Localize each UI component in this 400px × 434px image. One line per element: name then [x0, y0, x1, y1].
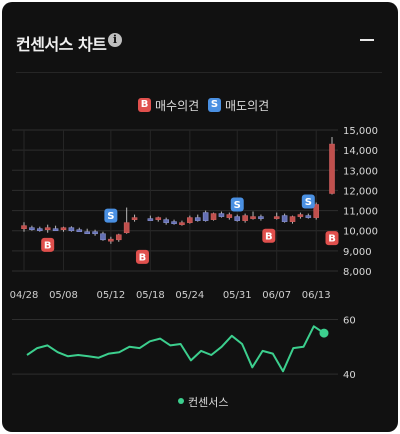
- price-xtick-label: 05/24: [175, 290, 204, 301]
- candle-body: [281, 215, 288, 222]
- legend-sell-label: 매도의견: [225, 99, 270, 113]
- price-xtick-label: 05/08: [49, 290, 78, 301]
- price-ytick-label: 14,000: [343, 146, 378, 157]
- sell-badge-icon: S: [208, 98, 221, 112]
- buy-badge-icon: B: [138, 98, 151, 112]
- candle-body: [123, 222, 130, 234]
- candle-body: [115, 234, 122, 241]
- header-divider: [16, 72, 382, 73]
- candle-body: [234, 216, 241, 221]
- candle-body: [52, 228, 59, 231]
- consensus-last-point: [319, 328, 329, 338]
- candle-body: [76, 229, 83, 233]
- price-ytick-label: 11,000: [343, 207, 378, 218]
- price-ytick-label: 10,000: [343, 227, 378, 238]
- price-candlestick-chart: 8,000 9,000 10,000 11,000 12,000 13,000 14,000…: [10, 126, 378, 301]
- candle-body: [155, 217, 162, 220]
- consensus-dot-icon: [178, 398, 184, 404]
- info-icon[interactable]: i: [108, 33, 122, 47]
- sell-signal-label: S: [305, 197, 312, 208]
- candle-body: [108, 238, 114, 242]
- legend-buy-label: 매수의견: [155, 99, 200, 113]
- buy-signal-label: B: [328, 234, 336, 245]
- card-title: 컨센서스 차트: [16, 35, 107, 54]
- sell-signal-badge: [230, 197, 244, 212]
- candle-body: [36, 228, 43, 231]
- candle-body: [84, 231, 90, 235]
- sell-signal-label: S: [234, 200, 241, 211]
- candle-body: [60, 227, 67, 231]
- price-xtick-label: 06/13: [302, 290, 331, 301]
- candle-body: [305, 215, 312, 218]
- price-xtick-label: 05/31: [223, 290, 252, 301]
- candle-body: [194, 217, 201, 221]
- price-ytick-label: 15,000: [343, 126, 378, 137]
- price-xtick-label: 05/18: [136, 290, 165, 301]
- candle-body: [29, 227, 35, 230]
- sell-signal-label: S: [107, 211, 114, 222]
- candle-body: [313, 204, 320, 218]
- buy-signal-badge: [325, 231, 339, 246]
- candle-body: [329, 143, 335, 194]
- candle-body: [297, 214, 304, 217]
- candle-body: [179, 222, 185, 225]
- consensus-line-chart: 40 60: [12, 315, 356, 381]
- candle-body: [21, 225, 27, 230]
- candle-body: [44, 227, 51, 231]
- candle-body: [289, 216, 296, 222]
- collapse-button[interactable]: [354, 30, 380, 50]
- consensus-legend: 컨센서스: [2, 392, 398, 412]
- price-xtick-label: 06/07: [262, 290, 291, 301]
- buy-signal-label: B: [44, 240, 52, 251]
- buy-signal-badge: [262, 228, 276, 243]
- legend-consensus-label: 컨센서스: [188, 396, 229, 409]
- candle-body: [147, 218, 154, 221]
- buy-signal-label: B: [139, 252, 147, 263]
- candle-body: [242, 215, 248, 221]
- candle-body: [100, 233, 106, 241]
- buy-signal-badge: [41, 237, 55, 252]
- price-xtick-label: 04/28: [10, 290, 39, 301]
- candle-body: [250, 216, 256, 219]
- consensus-series-line: [26, 325, 325, 373]
- sell-signal-badge: [301, 194, 315, 209]
- consensus-ytick-label: 60: [343, 315, 356, 326]
- candle-body: [68, 227, 75, 232]
- candle-body: [202, 212, 209, 221]
- candle-body: [210, 213, 217, 220]
- price-ytick-label: 8,000: [343, 267, 372, 278]
- candle-body: [171, 221, 177, 224]
- buy-signal-label: B: [265, 231, 273, 242]
- card-header: 컨센서스 차트 i: [2, 2, 398, 72]
- signal-legend: B 매수의견 S 매도의견: [2, 96, 398, 116]
- price-ytick-label: 9,000: [343, 247, 372, 258]
- minus-icon: [360, 39, 374, 41]
- candle-body: [273, 216, 280, 219]
- candle-body: [218, 213, 225, 217]
- candle-body: [92, 231, 98, 235]
- candle-body: [163, 219, 169, 223]
- sell-signal-badge: [104, 208, 118, 223]
- price-xtick-label: 05/12: [96, 290, 125, 301]
- price-ytick-label: 13,000: [343, 166, 378, 177]
- candle-body: [187, 217, 193, 223]
- consensus-ytick-label: 40: [343, 370, 356, 381]
- candle-body: [226, 214, 233, 218]
- price-ytick-label: 12,000: [343, 186, 378, 197]
- buy-signal-badge: [135, 249, 149, 264]
- candle-body: [258, 216, 264, 219]
- candle-body: [131, 217, 138, 220]
